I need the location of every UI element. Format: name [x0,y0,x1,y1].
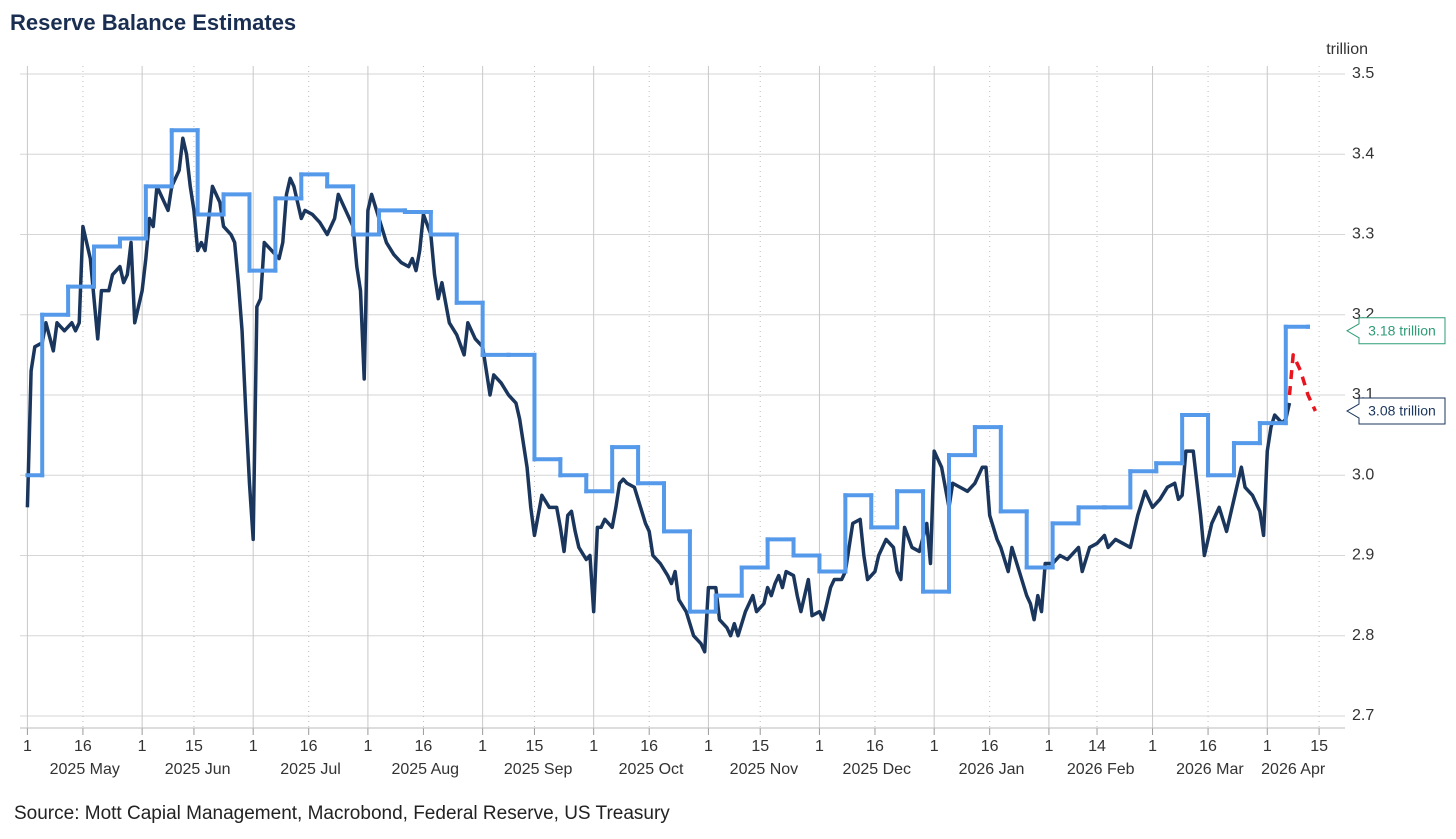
annotation-box [1346,317,1446,345]
x-tick-label: 16 [640,738,658,755]
x-month-label: 2025 Jun [165,761,231,778]
x-tick-label: 1 [1263,738,1272,755]
x-month-label: 2025 Dec [843,761,912,778]
x-tick-label: 16 [866,738,884,755]
step-riser [40,128,1310,614]
x-month-label: 2025 Oct [619,761,684,778]
x-tick-label: 1 [815,738,824,755]
x-tick-label: 1 [478,738,487,755]
x-tick-label: 16 [74,738,92,755]
y-tick-label: 3.4 [1352,145,1374,162]
x-tick-label: 1 [1044,738,1053,755]
x-tick-label: 1 [589,738,598,755]
y-tick-label: 2.9 [1352,547,1374,564]
x-tick-label: 1 [704,738,713,755]
x-tick-label: 16 [300,738,318,755]
forecast-line [1287,353,1317,412]
x-tick-label: 16 [415,738,433,755]
y-tick-label: 3.5 [1352,65,1374,82]
source-note: Source: Mott Capial Management, Macrobon… [14,803,670,824]
x-tick-label: 15 [1310,738,1328,755]
x-tick-label: 15 [751,738,769,755]
series-line [25,136,1292,654]
x-month-label: 2026 Feb [1067,761,1135,778]
x-month-label: 2025 Nov [730,761,799,778]
x-month-label: 2026 Jan [959,761,1025,778]
x-month-label: 2025 May [50,761,120,778]
x-month-label: 2025 Sep [504,761,573,778]
y-tick-label: 2.7 [1352,707,1374,724]
x-month-label: 2026 Apr [1261,761,1326,778]
y-unit: trillion [1326,41,1368,58]
chart-title: Reserve Balance Estimates [10,10,296,35]
x-tick-label: 15 [526,738,544,755]
x-month-label: 2025 Jul [280,761,341,778]
x-tick-label: 1 [363,738,372,755]
annotation-box [1346,397,1446,425]
y-tick-label: 3.0 [1352,466,1374,483]
annotation-label: 3.08 trillion [1368,403,1436,419]
x-tick-label: 1 [23,738,32,755]
x-tick-label: 1 [930,738,939,755]
x-month-label: 2025 Aug [391,761,459,778]
x-tick-label: 1 [1148,738,1157,755]
y-tick-label: 3.3 [1352,226,1374,243]
x-month-label: 2026 Mar [1176,761,1244,778]
x-tick-label: 16 [1199,738,1217,755]
y-tick-label: 2.8 [1352,627,1374,644]
x-tick-label: 14 [1088,738,1106,755]
annotation-label: 3.18 trillion [1368,323,1436,339]
x-tick-label: 15 [185,738,203,755]
x-tick-label: 1 [249,738,258,755]
x-tick-label: 1 [138,738,147,755]
x-tick-label: 16 [981,738,999,755]
